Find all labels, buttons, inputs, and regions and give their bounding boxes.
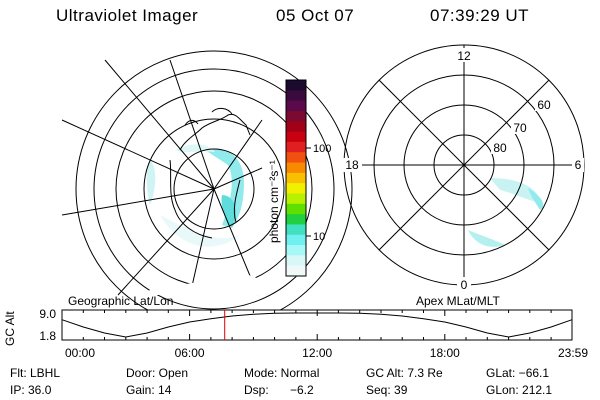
timeline-ylabel: GC Alt [3, 311, 17, 346]
colorbar-cell [286, 193, 306, 205]
info-gc-alt: GC Alt: 7.3 Re [366, 366, 443, 380]
gc-alt-curve [61, 312, 573, 338]
info-glat: GLat: −66.1 [486, 366, 550, 380]
mlt-label-0: 0 [461, 278, 468, 292]
colorbar-cell [286, 224, 306, 236]
mlt-label-18: 18 [345, 158, 359, 172]
mlt-label-6: 6 [575, 158, 582, 172]
info-dsp-value: −6.2 [290, 383, 314, 397]
timeline-panel: GC Alt 9.0 1.8 00:00 06:00 12:00 18:00 23:59 [3, 307, 588, 360]
colorbar-cell [286, 214, 306, 226]
colorbar-tick-100: 100 [313, 143, 331, 155]
colorbar-cell [286, 245, 306, 256]
colorbar-cell [286, 203, 306, 215]
instrument-title: Ultraviolet Imager [56, 6, 199, 25]
mlat-label-70: 70 [513, 121, 527, 135]
info-dsp-label: Dsp: [244, 383, 269, 397]
timeline-ytick-low: 1.8 [39, 329, 56, 343]
mlt-label-12: 12 [457, 49, 471, 63]
header-time: 07:39:29 UT [430, 6, 530, 25]
colorbar-cell [286, 141, 306, 153]
polar-aurora [468, 178, 544, 247]
timeline-xtick-label: 18:00 [430, 346, 460, 360]
mlat-label-60: 60 [537, 98, 551, 112]
colorbar-cell [286, 121, 306, 133]
info-seq: Seq: 39 [366, 383, 408, 397]
geographic-panel-label: Geographic Lat/Lon [68, 294, 174, 308]
timeline-xtick-label: 23:59 [558, 346, 588, 360]
info-mode: Mode: Normal [244, 366, 320, 380]
info-door: Door: Open [126, 366, 189, 380]
timeline-ytick-high: 9.0 [39, 307, 56, 321]
colorbar-unit-label: photon cm⁻²s⁻¹ [267, 160, 281, 243]
colorbar-cell [286, 80, 306, 91]
colorbar-cell [286, 255, 306, 267]
info-ip: IP: 36.0 [10, 383, 52, 397]
info-flt: Flt: LBHL [10, 366, 61, 380]
colorbar-cell [286, 172, 306, 184]
colorbar-cell [286, 183, 306, 195]
colorbar-cell [286, 162, 306, 174]
colorbar-cell [286, 265, 306, 277]
header-date: 05 Oct 07 [276, 6, 355, 25]
info-glon: GLon: 212.1 [486, 383, 553, 397]
colorbar-cell [286, 100, 306, 112]
colorbar-cell [286, 234, 306, 246]
colorbar-tick-10: 10 [313, 231, 325, 243]
colorbar-cell [286, 152, 306, 164]
geographic-map-panel [61, 50, 353, 328]
colorbar: 100 10 photon cm⁻²s⁻¹ [267, 79, 331, 277]
apex-panel-label: Apex MLat/MLT [416, 294, 500, 308]
polar-grid [343, 44, 585, 286]
colorbar-cell [286, 110, 306, 122]
timeline-xtick-label: 12:00 [302, 346, 332, 360]
colorbar-cell [286, 90, 306, 102]
timeline-xtick-label: 06:00 [175, 346, 205, 360]
timeline-xtick-label: 00:00 [65, 346, 95, 360]
info-gain: Gain: 14 [126, 383, 172, 397]
polar-mlt-panel: 12 18 6 0 60 70 80 [340, 44, 585, 292]
colorbar-cell [286, 131, 306, 143]
mlat-label-80: 80 [493, 141, 507, 155]
coastlines [169, 107, 251, 239]
